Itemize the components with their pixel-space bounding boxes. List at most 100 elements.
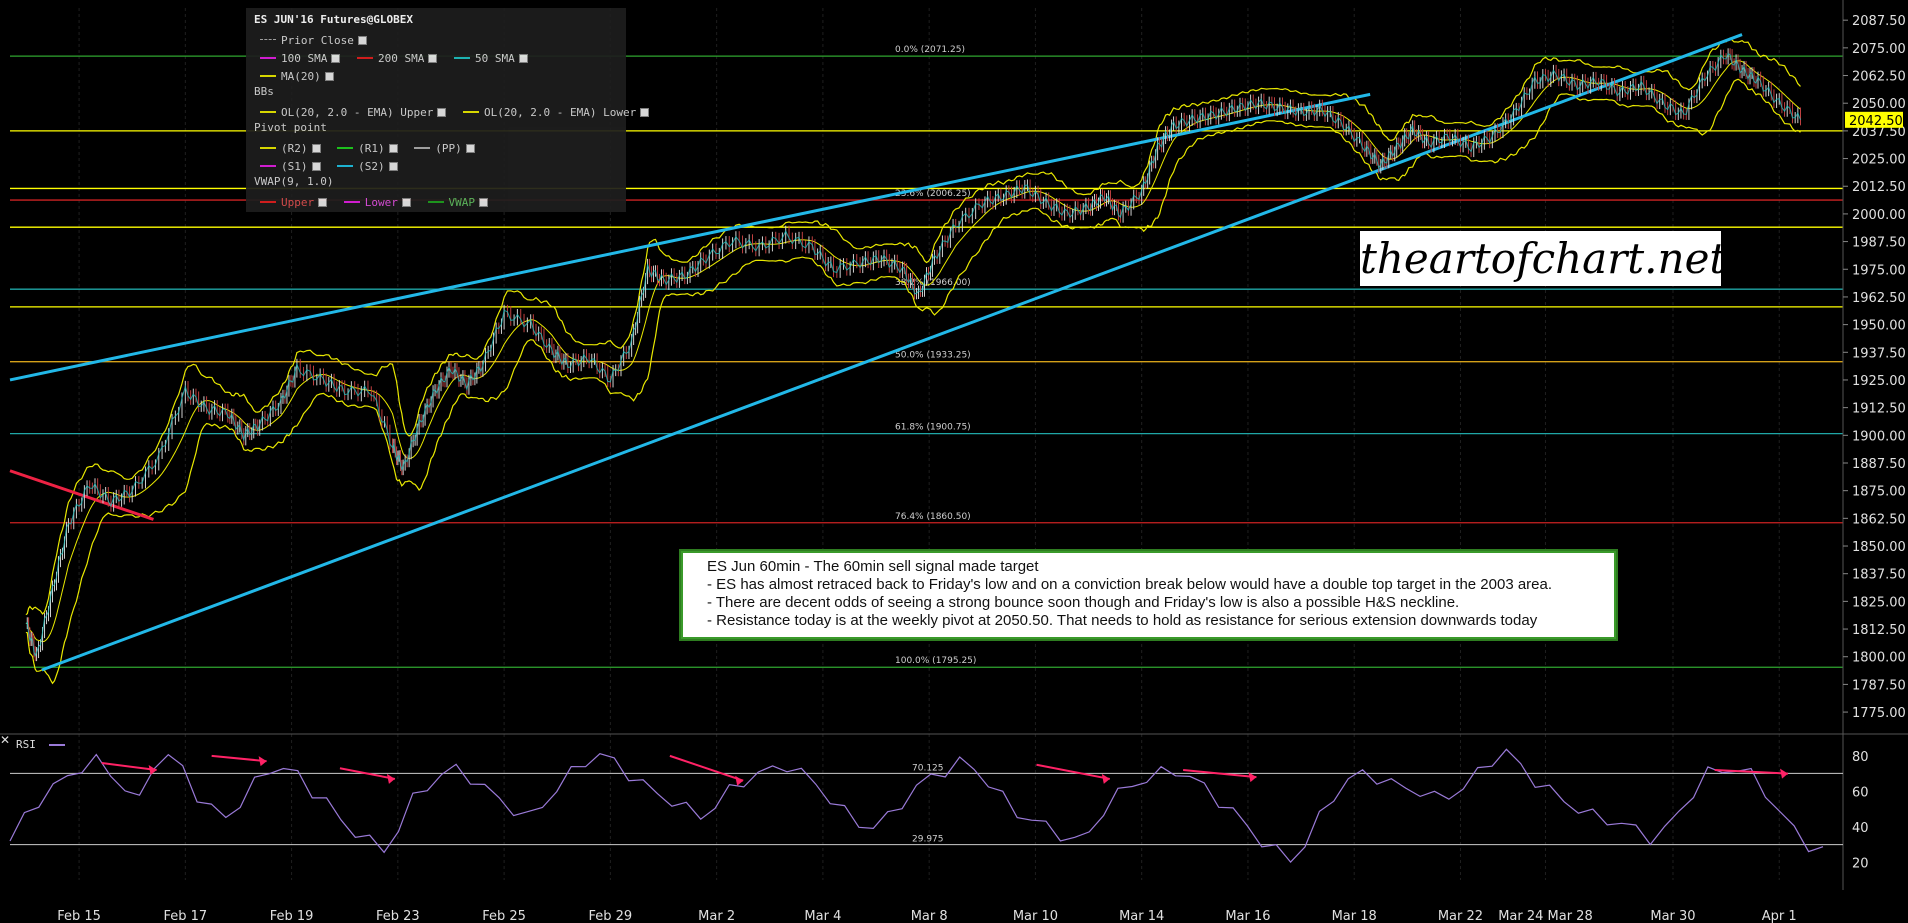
axis-tick-label: 1850.00 bbox=[1852, 540, 1906, 555]
legend-ma20[interactable]: MA(20) bbox=[260, 67, 344, 83]
rsi-tick-label: 20 bbox=[1852, 856, 1869, 871]
sma200-label: 200 SMA bbox=[377, 51, 425, 65]
level-label: 38.2% (1966.00) bbox=[895, 278, 971, 288]
level-label: 50.0% (1933.25) bbox=[895, 351, 971, 361]
checkbox[interactable] bbox=[388, 143, 398, 153]
axis-tick-label: 2037.50 bbox=[1852, 125, 1906, 140]
rsi-swatch bbox=[48, 744, 65, 746]
checkbox[interactable] bbox=[357, 35, 367, 45]
divergence-line bbox=[1714, 769, 1789, 775]
axis-tick-label: 1900.00 bbox=[1852, 429, 1906, 444]
x-tick-label: Mar 10 bbox=[1013, 909, 1058, 923]
divergence-arrowhead bbox=[1780, 768, 1789, 779]
ma20-swatch bbox=[260, 75, 276, 77]
annotation-line: - There are decent odds of seeing a stro… bbox=[707, 594, 1460, 611]
rsi-tick-label: 40 bbox=[1852, 821, 1869, 836]
divergence-arrowhead bbox=[735, 775, 744, 786]
x-tick-label: Mar 8 bbox=[911, 909, 948, 923]
ma20-line bbox=[25, 60, 1801, 643]
x-tick-label: Feb 25 bbox=[482, 909, 526, 923]
time-axis: Feb 15 Feb 17 Feb 19 Feb 23 Feb 25 Feb 29 Mar … bbox=[57, 909, 1796, 923]
rsi-panel-label: RSI bbox=[16, 738, 65, 751]
divergence-arrowhead bbox=[386, 773, 395, 784]
ema-line bbox=[25, 53, 1801, 657]
bb-upper-swatch bbox=[260, 111, 276, 113]
legend-smas[interactable]: 100 SMA 200 SMA 50 SMA bbox=[260, 49, 538, 65]
checkbox[interactable] bbox=[324, 71, 334, 81]
divergence-arrowhead bbox=[258, 756, 267, 767]
s1-label: (S1) bbox=[281, 159, 308, 173]
s2-label: (S2) bbox=[358, 159, 385, 173]
close-icon[interactable]: ✕ bbox=[0, 733, 11, 747]
bb-upper-label: OL(20, 2.0 - EMA) Upper bbox=[281, 105, 434, 119]
bb-lower-swatch bbox=[462, 111, 479, 113]
vwap-mid-swatch bbox=[427, 201, 444, 203]
checkbox[interactable] bbox=[437, 107, 447, 117]
bollinger-bands bbox=[25, 37, 1801, 685]
ma20-label: MA(20) bbox=[281, 69, 321, 83]
divergence-arrowhead bbox=[148, 765, 157, 776]
axis-tick-label: 2000.00 bbox=[1852, 208, 1906, 223]
r1-label: (R1) bbox=[358, 141, 385, 155]
bb-lower-line bbox=[25, 78, 1801, 685]
x-tick-label: Feb 15 bbox=[57, 909, 101, 923]
level-label: 23.6% (2006.25) bbox=[895, 189, 971, 199]
checkbox[interactable] bbox=[311, 161, 321, 171]
checkbox[interactable] bbox=[518, 53, 528, 63]
rsi-label-text: RSI bbox=[16, 738, 36, 751]
divergence-arrowhead bbox=[1248, 772, 1257, 783]
trendline bbox=[9, 469, 154, 521]
checkbox[interactable] bbox=[318, 197, 328, 207]
s2-swatch bbox=[337, 165, 354, 167]
legend-prior-close[interactable]: Prior Close bbox=[260, 31, 377, 47]
legend-vwap-lines[interactable]: Upper Lower VWAP bbox=[260, 193, 498, 209]
legend-bb-lines[interactable]: OL(20, 2.0 - EMA) Upper OL(20, 2.0 - EMA… bbox=[260, 103, 659, 119]
divergence-line bbox=[101, 761, 157, 772]
checkbox[interactable] bbox=[401, 197, 411, 207]
checkbox[interactable] bbox=[388, 161, 398, 171]
axis-tick-label: 1887.50 bbox=[1852, 457, 1906, 472]
divergence-line bbox=[339, 767, 396, 780]
axis-tick-label: 1837.50 bbox=[1852, 568, 1906, 583]
vwap-lower-swatch bbox=[343, 201, 360, 203]
x-tick-label: Feb 17 bbox=[163, 909, 207, 923]
pp-swatch bbox=[414, 147, 431, 149]
divergence-line bbox=[211, 754, 267, 763]
x-tick-label: Feb 29 bbox=[589, 909, 633, 923]
legend-pivot-r[interactable]: (R2) (R1) (PP) bbox=[260, 139, 485, 155]
divergence-arrowhead bbox=[1101, 773, 1110, 784]
vwap-upper-swatch bbox=[260, 201, 276, 203]
trendline bbox=[41, 33, 1743, 672]
x-tick-label: Feb 23 bbox=[376, 909, 420, 923]
checkbox[interactable] bbox=[311, 143, 321, 153]
checkbox[interactable] bbox=[479, 197, 488, 207]
level-label: 0.0% (2071.25) bbox=[895, 45, 965, 55]
axis-tick-label: 1937.50 bbox=[1852, 346, 1906, 361]
indicator-legend[interactable]: ES JUN'16 Futures@GLOBEX Prior Close 100… bbox=[246, 8, 650, 212]
axis-tick-label: 2012.50 bbox=[1852, 180, 1906, 195]
axis-tick-label: 1925.00 bbox=[1852, 374, 1906, 389]
rsi-level-label: 29.975 bbox=[912, 835, 944, 845]
legend-bbs: BBs bbox=[254, 85, 274, 98]
axis-tick-label: 2087.50 bbox=[1852, 14, 1906, 29]
checkbox[interactable] bbox=[428, 53, 438, 63]
checkbox[interactable] bbox=[640, 107, 650, 117]
legend-pivot-s[interactable]: (S1) (S2) bbox=[260, 157, 408, 173]
checkbox[interactable] bbox=[465, 143, 475, 153]
annotation-line: - ES has almost retraced back to Friday'… bbox=[707, 576, 1553, 593]
bb-lower-label: OL(20, 2.0 - EMA) Lower bbox=[483, 105, 637, 119]
axis-tick-label: 2075.00 bbox=[1852, 42, 1906, 57]
level-label: 76.4% (1860.50) bbox=[895, 512, 971, 522]
divergence-line bbox=[669, 754, 744, 782]
s1-swatch bbox=[260, 165, 276, 167]
sma100-label: 100 SMA bbox=[281, 51, 328, 65]
trendline bbox=[9, 92, 1371, 382]
x-tick-label: Mar 14 bbox=[1119, 909, 1164, 923]
axis-tick-label: 1775.00 bbox=[1852, 706, 1906, 721]
rsi-level-label: 70.125 bbox=[912, 763, 944, 773]
axis-tick-label: 1787.50 bbox=[1852, 678, 1906, 693]
vwap-mid-label: VWAP bbox=[448, 195, 476, 209]
checkbox[interactable] bbox=[331, 53, 341, 63]
trendlines bbox=[9, 33, 1743, 672]
x-tick-label: Mar 22 bbox=[1438, 909, 1483, 923]
